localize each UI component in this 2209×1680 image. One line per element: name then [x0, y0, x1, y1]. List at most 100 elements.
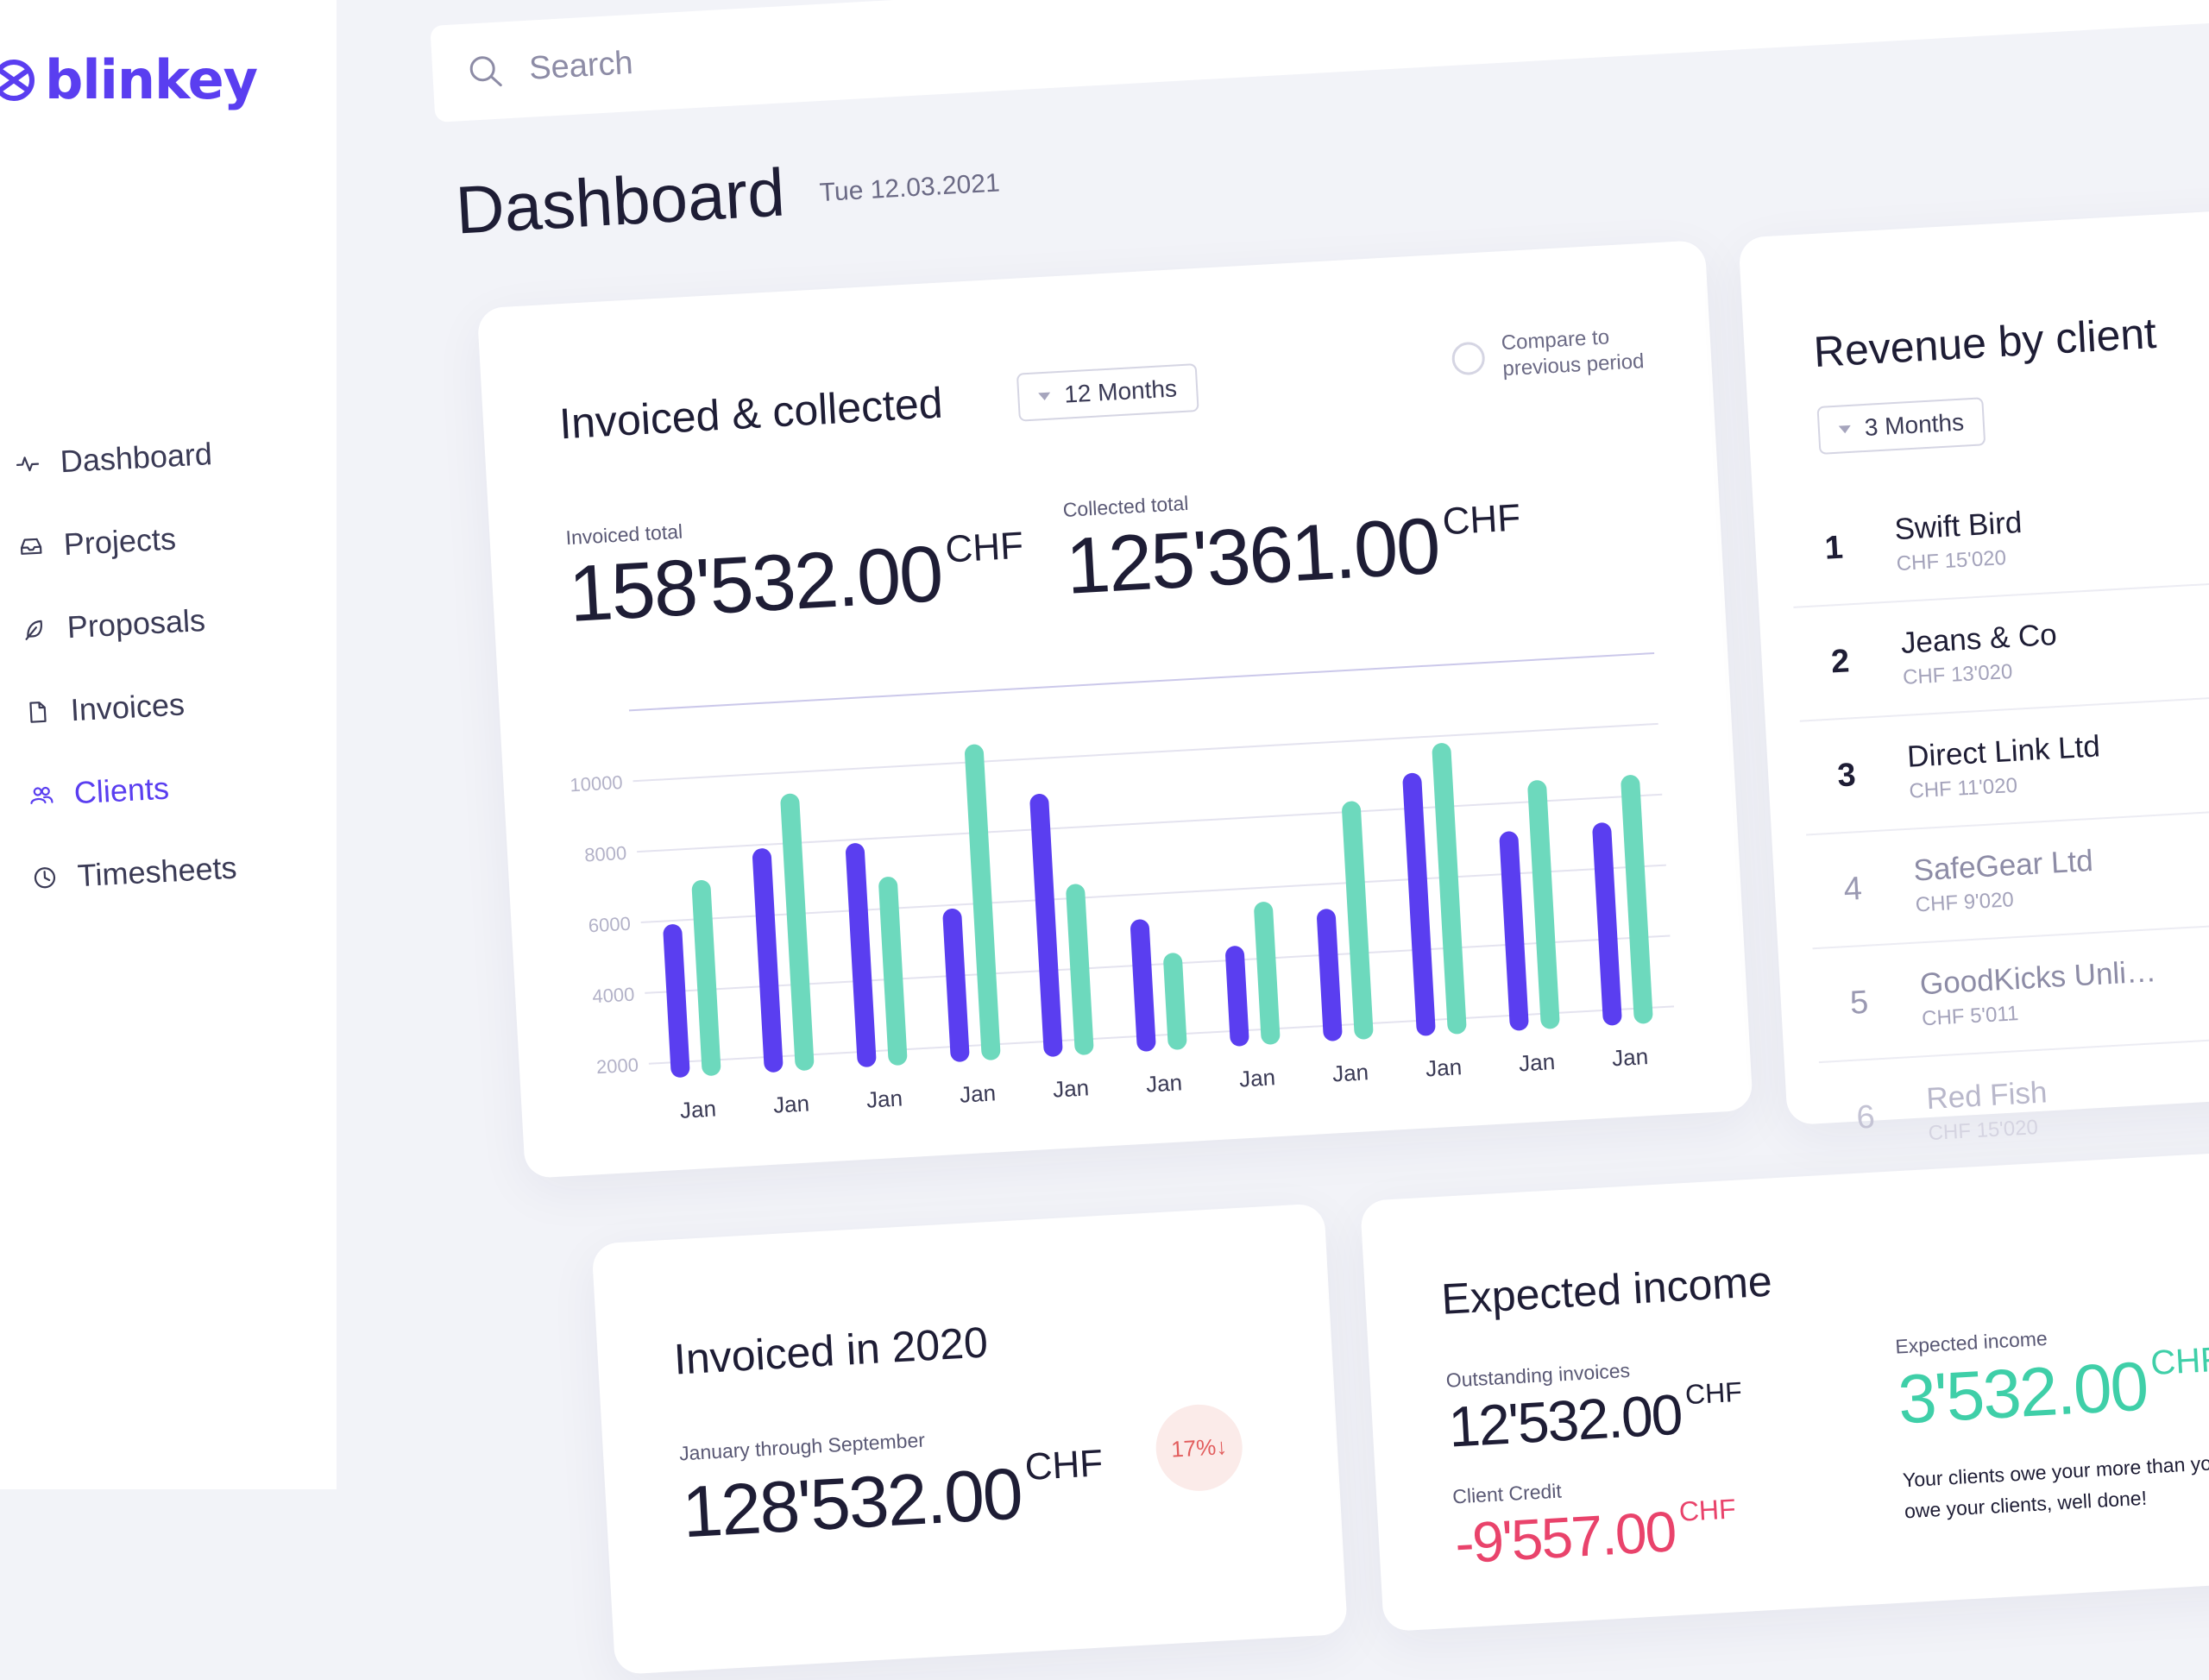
x-tick-label: Jan [1611, 1043, 1649, 1071]
brand-name: blinkey [45, 48, 258, 111]
search-input[interactable] [528, 11, 1220, 88]
chart-bar [1029, 794, 1063, 1057]
x-tick-label: Jan [959, 1079, 997, 1107]
chart-bar [1254, 902, 1281, 1045]
chart-bar [1527, 780, 1560, 1029]
page-date: Tue 12.03.2021 [818, 168, 1001, 208]
y-tick-label: 4000 [592, 984, 635, 1008]
chart-bar [1066, 884, 1094, 1055]
x-tick-label: Jan [1238, 1064, 1276, 1092]
grid-line [632, 722, 1658, 783]
client-rank: 4 [1842, 870, 1864, 908]
caret-down-icon [1038, 392, 1051, 400]
client-rank: 5 [1848, 984, 1870, 1022]
inbox-icon [20, 538, 42, 555]
invoiced-2020-metric: January through September 128'532.00CHF [678, 1419, 1106, 1554]
chart-bar [1621, 775, 1653, 1024]
revenue-period-value: 3 Months [1864, 408, 1965, 441]
nav-item-proposals[interactable]: Proposals [20, 573, 328, 671]
y-tick-label: 2000 [595, 1054, 639, 1078]
compare-radio[interactable] [1451, 341, 1486, 376]
chart-bar [1130, 919, 1156, 1052]
chart-bar [663, 924, 690, 1078]
x-tick-label: Jan [1145, 1069, 1183, 1097]
chart-bar [780, 793, 815, 1071]
outstanding-currency: CHF [1684, 1375, 1743, 1411]
search-icon [469, 56, 502, 87]
chart-bar [1317, 909, 1343, 1041]
chart-bar [1402, 772, 1436, 1036]
revenue-title: Revenue by client [1812, 308, 2158, 377]
client-name: GoodKicks Unli… [1918, 954, 2157, 1002]
outstanding-invoices-metric: Outstanding invoices 12'532.00CHF [1445, 1353, 1745, 1460]
x-tick-label: Jan [679, 1096, 717, 1123]
x-tick-label: Jan [1052, 1074, 1090, 1102]
chart-bar [965, 744, 1001, 1060]
y-tick-label: 6000 [588, 913, 631, 937]
expected-income-metric: Expected income 3'532.00CHF [1895, 1318, 2209, 1440]
invoiced-total-metric: Invoiced total 158'532.00CHF [565, 501, 1027, 640]
x-tick-label: Jan [1518, 1048, 1556, 1076]
chart-bar [846, 843, 877, 1067]
client-rank: 6 [1855, 1098, 1876, 1136]
nav-item-dashboard[interactable]: Dashboard [13, 406, 328, 506]
chart-bar [1225, 946, 1249, 1047]
client-name: Red Fish [1925, 1075, 2049, 1117]
y-tick-label: 8000 [584, 842, 627, 866]
revenue-period-dropdown[interactable]: 3 Months [1816, 397, 1986, 455]
expected-income-note: Your clients owe your more than you owe … [1902, 1450, 2209, 1523]
nav-item-timesheets[interactable]: Timesheets [30, 821, 328, 920]
expected-income-card: Expected income Outstanding invoices 12'… [1360, 1143, 2209, 1633]
nav-item-clients[interactable]: Clients [27, 739, 328, 837]
chart-bar [1499, 831, 1529, 1031]
revenue-client-list: 1 Swift Bird CHF 15'020 2 Jeans & Co CHF 1… [1787, 462, 2209, 1177]
client-rank: 3 [1836, 756, 1857, 794]
compare-toggle[interactable]: Compare to previous period [1451, 323, 1650, 386]
search-bar[interactable] [430, 0, 2209, 123]
outstanding-value: 12'532.00 [1446, 1381, 1683, 1459]
collected-total-metric: Collected total 125'361.00CHF [1062, 473, 1524, 612]
nav-item-projects[interactable]: Projects [16, 489, 328, 588]
dashboard-plane: Dashboard Tue 12.03.2021 Invoiced & coll… [430, 0, 2209, 1676]
x-tick-label: Jan [865, 1085, 903, 1112]
users-icon [30, 786, 53, 804]
client-name: Direct Link Ltd [1906, 729, 2101, 774]
client-amount: CHF 11'020 [1908, 773, 2018, 803]
x-tick-label: Jan [1331, 1059, 1369, 1086]
client-amount: CHF 15'020 [1896, 546, 2007, 576]
collected-total-currency: CHF [1441, 496, 1522, 544]
x-tick-label: Jan [772, 1090, 810, 1117]
grid-line [648, 1005, 1675, 1065]
chart-bar [1432, 743, 1467, 1035]
sidebar-nav: Dashboard Projects Proposals Invoices Cl… [16, 423, 326, 920]
change-badge: 17%↓ [1153, 1402, 1245, 1494]
chart-bar [1342, 801, 1374, 1040]
expected-income-currency: CHF [2149, 1340, 2209, 1383]
client-credit-metric: Client Credit -9'557.00CHF [1452, 1469, 1739, 1576]
revenue-by-client-card: Revenue by client 3 Months 1 Swift Bird C… [1738, 204, 2209, 1145]
client-row[interactable]: 1 Swift Bird CHF 15'020 [1787, 462, 2209, 608]
client-amount: CHF 13'020 [1902, 659, 2014, 689]
caret-down-icon [1838, 425, 1852, 434]
nav-item-invoices[interactable]: Invoices [23, 656, 328, 754]
chart-bar [942, 908, 970, 1062]
expected-income-value: 3'532.00 [1896, 1347, 2149, 1438]
client-credit-currency: CHF [1677, 1493, 1737, 1527]
invoiced-collected-card: Invoiced & collected 12 Months Compare t… [476, 239, 1753, 1179]
client-rank: 1 [1823, 529, 1844, 567]
client-name: Jeans & Co [1899, 617, 2058, 660]
client-rank: 2 [1829, 642, 1851, 681]
blinkey-logo-icon [0, 59, 35, 101]
brand-logo[interactable]: blinkey [0, 48, 258, 111]
chart-bar [1163, 953, 1187, 1050]
period-dropdown[interactable]: 12 Months [1016, 363, 1199, 422]
client-name: SafeGear Ltd [1912, 844, 2094, 888]
grid-line [640, 864, 1666, 924]
invoiced-total-currency: CHF [944, 524, 1025, 571]
feather-icon [25, 620, 42, 640]
client-amount: CHF 15'020 [1927, 1116, 2039, 1146]
expected-income-title: Expected income [1439, 1256, 1774, 1324]
client-credit-value: -9'557.00 [1453, 1499, 1677, 1576]
chart-bar [691, 879, 721, 1076]
chart-bar [878, 877, 908, 1066]
